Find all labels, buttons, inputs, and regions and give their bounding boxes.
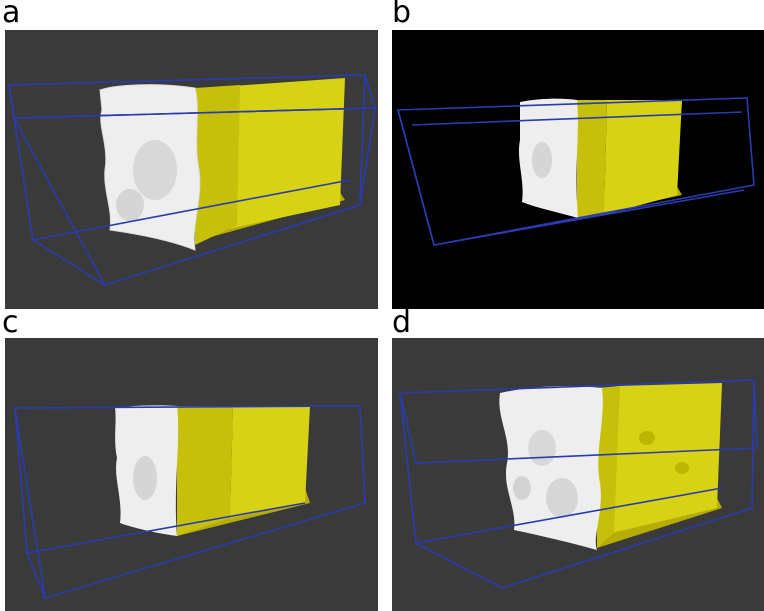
white-phase	[499, 385, 603, 550]
yellow-wall-left	[577, 100, 607, 220]
panel-a	[5, 30, 378, 309]
simulation-box	[396, 97, 755, 246]
yellow-wall-back	[604, 100, 682, 215]
white-shadow	[133, 456, 157, 500]
panel-c	[5, 338, 378, 611]
render-c	[5, 338, 378, 611]
simulation-box	[8, 74, 377, 286]
yellow-wall-back	[230, 406, 310, 518]
yellow-wall-back	[612, 383, 722, 533]
panel-label-b: b	[392, 0, 412, 30]
white-shadow	[133, 140, 177, 200]
yellow-pit	[639, 431, 655, 445]
white-shadow	[528, 430, 556, 466]
simulation-box	[14, 405, 366, 600]
panel-d	[392, 338, 764, 611]
yellow-wall-left	[195, 85, 240, 245]
white-shadow	[532, 142, 552, 178]
yellow-pit	[675, 462, 689, 474]
panel-b	[392, 30, 764, 309]
panel-label-c: c	[2, 305, 19, 340]
white-shadow	[116, 189, 144, 221]
panel-label-a: a	[2, 0, 21, 30]
white-shadow	[513, 476, 531, 500]
render-d	[392, 338, 764, 611]
simulation-box	[399, 379, 758, 589]
render-a	[5, 30, 378, 309]
white-shadow	[546, 478, 578, 518]
panel-label-d: d	[392, 305, 412, 340]
yellow-wall-left	[177, 406, 233, 536]
render-b	[392, 30, 764, 309]
